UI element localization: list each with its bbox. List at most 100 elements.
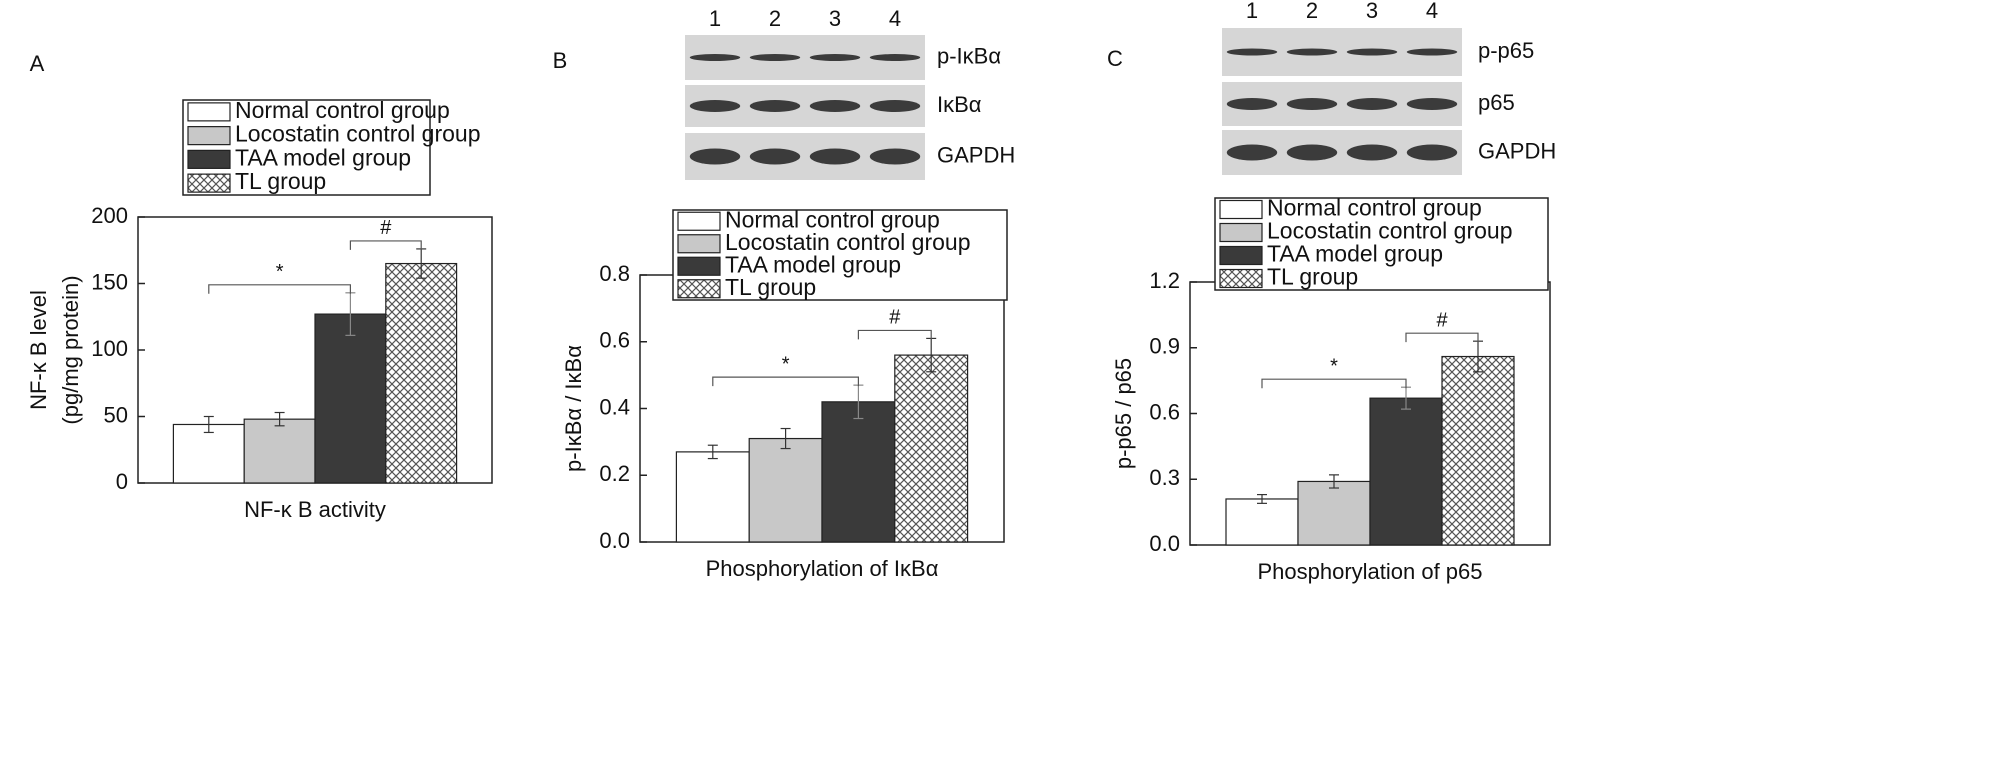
error-bar [203, 415, 214, 434]
legend-swatch [677, 279, 721, 299]
blot-band [1226, 48, 1278, 56]
panel-letter: A [30, 51, 45, 76]
y-tick-label: 0.9 [1149, 334, 1180, 359]
blot-band [1226, 98, 1278, 110]
y-tick-label: 150 [91, 269, 128, 294]
blot-band [1286, 98, 1338, 110]
y-tick-label: 1.2 [1149, 268, 1180, 293]
significance-label: * [782, 353, 790, 375]
legend-swatch [187, 149, 231, 169]
blot-band [749, 148, 801, 165]
blot-band [869, 54, 921, 61]
legend-label: Normal control group [725, 206, 940, 232]
blot-band [809, 148, 861, 165]
blot-band [689, 100, 741, 112]
blot-row-label: p-p65 [1478, 38, 1534, 63]
legend-label: TAA model group [235, 144, 411, 170]
legend-label: TL group [1267, 264, 1358, 290]
error-bar [780, 427, 791, 450]
error-bar [274, 411, 285, 427]
y-tick-label: 0.2 [599, 461, 630, 486]
legend-swatch [677, 211, 721, 231]
significance-bracket [208, 284, 351, 294]
bar [675, 451, 750, 543]
significance-label: # [1436, 309, 1448, 331]
lane-label: 3 [1366, 0, 1378, 23]
y-axis-label: (pg/mg protein) [58, 275, 83, 424]
error-bar [1329, 474, 1339, 489]
y-tick-label: 100 [91, 336, 128, 361]
legend-swatch [1219, 268, 1263, 289]
blot-row-label: GAPDH [937, 142, 1015, 167]
bar [748, 437, 823, 543]
lane-label: 4 [1426, 0, 1438, 23]
bar [1369, 397, 1443, 546]
bar [894, 354, 969, 543]
legend-label: TAA model group [1267, 241, 1443, 267]
legend-swatch [677, 234, 721, 254]
legend-label: TL group [235, 168, 326, 194]
legend-label: TAA model group [725, 251, 901, 277]
legend-swatch [1219, 222, 1263, 243]
blot-band [689, 54, 741, 61]
blot-band [1346, 144, 1398, 161]
blot-band [689, 148, 741, 165]
blot-band [749, 54, 801, 61]
legend-swatch [677, 256, 721, 276]
legend-swatch [187, 126, 231, 146]
legend-label: Locostatin control group [725, 229, 971, 255]
bar [314, 313, 387, 484]
lane-label: 1 [709, 6, 721, 31]
error-bar [707, 444, 718, 460]
bar [172, 423, 245, 484]
blot-band [869, 100, 921, 112]
legend-label: Locostatin control group [1267, 218, 1513, 244]
panel-letter: B [553, 48, 568, 73]
y-tick-label: 0.6 [1149, 399, 1180, 424]
significance-bracket [349, 240, 422, 250]
blot-band [1406, 98, 1458, 110]
lane-label: 2 [769, 6, 781, 31]
significance-bracket [1405, 332, 1479, 343]
legend-swatch [1219, 245, 1263, 266]
legend-swatch [187, 102, 231, 122]
blot-band [809, 54, 861, 61]
bar [821, 401, 896, 543]
blot-band [1346, 98, 1398, 110]
bar [385, 262, 458, 484]
blot-row-label: p-IκBα [937, 43, 1001, 68]
blot-band [809, 100, 861, 112]
legend-label: Normal control group [235, 97, 450, 123]
y-tick-label: 0.8 [599, 261, 630, 286]
legend-box [1214, 197, 1549, 291]
bar [1297, 480, 1371, 546]
blot-band [1406, 48, 1458, 56]
y-tick-label: 200 [91, 203, 128, 228]
x-category-label: Phosphorylation of IκBα [706, 556, 939, 581]
lane-label: 4 [889, 6, 901, 31]
blot-band [1406, 144, 1458, 161]
legend-swatch [1219, 199, 1263, 220]
significance-bracket [857, 329, 932, 340]
y-tick-label: 0.6 [599, 328, 630, 353]
legend-swatch [187, 173, 231, 193]
significance-label: * [1330, 355, 1338, 377]
y-tick-label: 0 [116, 469, 128, 494]
lane-label: 1 [1246, 0, 1258, 23]
blot-row-label: p65 [1478, 90, 1515, 115]
significance-bracket [1261, 378, 1407, 389]
blot-band [1346, 48, 1398, 56]
bar [243, 418, 316, 484]
error-bar [1257, 493, 1267, 504]
blot-band [1286, 144, 1338, 161]
y-tick-label: 50 [104, 402, 128, 427]
significance-label: # [380, 217, 392, 239]
legend-label: Locostatin control group [235, 121, 481, 147]
y-axis-label: p-p65 / p65 [1111, 358, 1136, 469]
x-category-label: NF-κ B activity [244, 497, 386, 522]
y-axis-label: p-IκBα / IκBα [561, 345, 586, 472]
y-tick-label: 0.0 [1149, 531, 1180, 556]
panel-letter: C [1107, 46, 1123, 71]
